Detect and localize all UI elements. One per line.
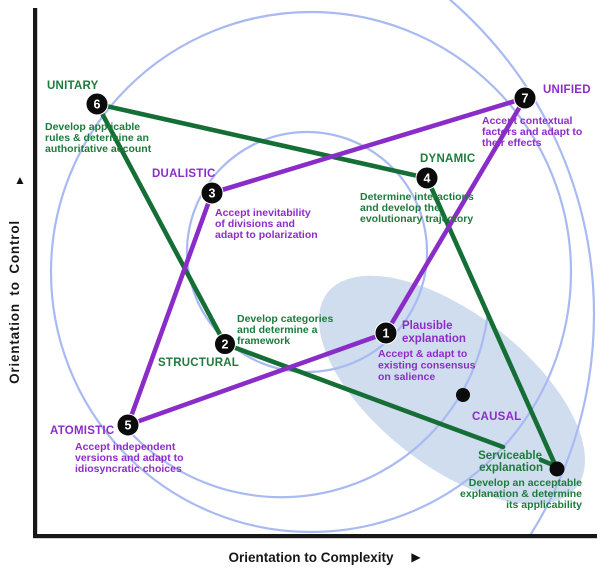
atomistic-desc-line1: Accept independent [75, 441, 176, 453]
label-structural: STRUCTURAL [158, 357, 239, 369]
unitary-desc-line1: Develop applicable [45, 121, 140, 133]
structural-desc-line2: and determine a [237, 324, 318, 336]
dynamic-desc-line3: evolutionary trajectory [360, 213, 473, 225]
node-6 [85, 92, 109, 116]
node-7-number: 7 [522, 92, 529, 106]
dualistic-desc-line1: Accept inevitability [215, 207, 311, 219]
unitary-desc-line2: rules & determine an [45, 132, 149, 144]
link-5-1 [125, 330, 389, 428]
purple-links [125, 95, 528, 428]
node-2-number: 2 [222, 338, 229, 352]
node-1 [374, 321, 398, 345]
unified-desc-line2: factors and adapt to [482, 126, 582, 138]
x-axis-label: Orientation to Complexity [228, 550, 394, 565]
node-1-number: 1 [383, 327, 390, 341]
node-4-number: 4 [424, 172, 431, 186]
link-5-3 [125, 190, 215, 428]
dualistic-desc-line2: of divisions and [215, 218, 295, 230]
atomistic-desc-line3: idiosyncratic choices [75, 463, 182, 475]
node-5-number: 5 [125, 419, 132, 433]
label-unitary: UNITARY [47, 80, 99, 92]
plausible-title-line2: explanation [402, 333, 466, 345]
plausible-title-line1: Plausible [402, 320, 453, 332]
nodes: 6 7 3 4 2 1 5 [85, 86, 565, 477]
y-axis-arrow-icon: ▲ [14, 173, 26, 187]
dualistic-desc-line3: adapt to polarization [215, 229, 318, 241]
node-7 [513, 86, 537, 110]
plausible-desc-line2: existing consensus [378, 360, 476, 372]
link-3-7 [209, 95, 528, 196]
causal-dot [456, 388, 470, 402]
label-dynamic: DYNAMIC [420, 153, 475, 165]
dynamic-desc-line2: and develop the [360, 202, 440, 214]
serviceable-title-line2: explanation [479, 462, 543, 474]
x-axis-arrow-icon: ▶ [411, 550, 421, 564]
serviceable-desc-line2: explanation & determine [460, 488, 582, 500]
node-6-number: 6 [94, 98, 101, 112]
link-2-serviceable-tip [538, 457, 556, 468]
plausible-desc-line1: Accept & adapt to [378, 348, 467, 360]
node-3-number: 3 [209, 187, 216, 201]
serviceable-dot [549, 461, 565, 477]
plausible-desc-line3: on salience [378, 371, 435, 383]
lower-arc [129, 311, 490, 499]
unified-desc-line1: Accept contextual [482, 115, 573, 127]
x-axis-line [33, 534, 597, 539]
dynamic-desc-line1: Determine interactions [360, 191, 474, 203]
label-dualistic: DUALISTIC [152, 168, 216, 180]
unitary-desc-line3: authoritative account [45, 143, 152, 155]
outer-ring [49, 10, 573, 534]
unified-desc-line3: their effects [482, 137, 542, 149]
serviceable-desc-line1: Develop an acceptable [469, 477, 582, 489]
serviceable-desc-line3: its applicability [506, 499, 582, 511]
link-6-4 [94, 101, 430, 181]
atomistic-desc-line2: versions and adapt to [75, 452, 184, 464]
y-axis-label: Orientation to Control [7, 220, 22, 384]
link-1-7 [383, 95, 528, 336]
structural-desc-line3: framework [237, 335, 290, 347]
structural-desc-line1: Develop categories [237, 313, 333, 325]
label-unified: UNIFIED [543, 84, 591, 96]
node-3 [200, 181, 224, 205]
node-2 [214, 333, 236, 355]
label-atomistic: ATOMISTIC [50, 425, 114, 437]
link-2-serviceable [222, 341, 506, 450]
link-6-2 [94, 101, 228, 347]
node-4 [415, 166, 439, 190]
node-5 [116, 413, 140, 437]
serviceable-title-line1: Serviceable [478, 450, 542, 462]
y-axis-line [33, 8, 38, 538]
label-causal: CAUSAL [472, 411, 521, 423]
